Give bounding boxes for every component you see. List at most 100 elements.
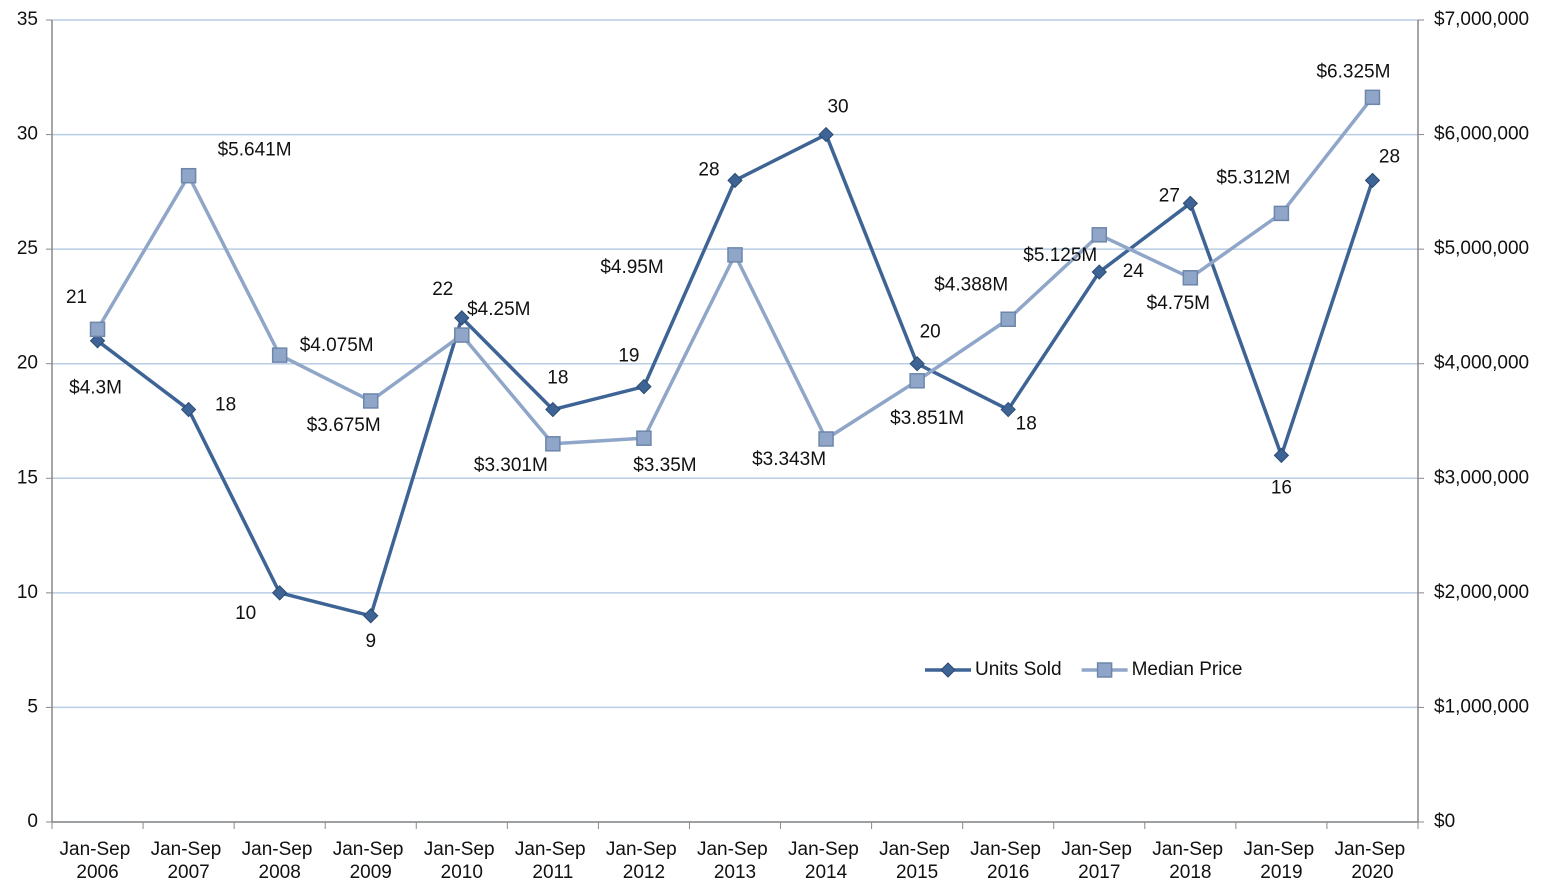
legend-label: Median Price [1132,659,1243,680]
marker [1182,195,1199,212]
y2-tick-label: $3,000,000 [1434,467,1529,488]
x-tick-label: Jan-Sep 2016 [970,839,1046,883]
data-label: $3.35M [633,455,696,476]
x-tick-label: Jan-Sep 2015 [879,839,955,883]
y2-tick-label: $0 [1434,811,1455,832]
marker [1273,205,1290,222]
x-tick-label: Jan-Sep 2007 [151,839,227,883]
data-label: $5.312M [1216,167,1290,188]
marker [180,167,197,184]
y-tick-label: 30 [17,124,38,145]
x-tick-line: Jan-Sep [60,839,136,860]
marker [89,321,106,338]
data-label: 18 [215,395,236,416]
marker [1091,227,1108,243]
x-tick-line: 2010 [441,862,483,883]
marker [636,430,652,446]
y2-tick-label: $2,000,000 [1434,582,1529,603]
data-label: 16 [1271,477,1292,498]
x-tick-line: Jan-Sep [333,839,409,860]
x-tick-line: 2014 [805,862,848,883]
marker [909,356,925,372]
x-tick-label: Jan-Sep 2006 [60,839,136,883]
marker [1364,89,1381,106]
x-tick-line: 2013 [714,862,756,883]
marker [545,401,561,418]
data-label: 24 [1123,261,1145,282]
x-tick-line: Jan-Sep [1243,839,1319,860]
marker [454,327,470,343]
x-tick-label: Jan-Sep 2008 [242,839,318,883]
marker [1182,270,1199,286]
x-tick-line: 2007 [167,862,209,883]
x-tick-line: Jan-Sep [1334,839,1410,860]
y-tick-label: 10 [17,582,38,603]
x-tick-line: 2019 [1260,862,1302,883]
marker [1000,311,1016,328]
data-label: $4.95M [600,257,663,278]
marker [1000,401,1016,418]
data-label: $6.325M [1316,61,1390,82]
x-tick-line: 2017 [1078,862,1120,883]
y-tick-label: 35 [17,9,38,30]
data-label: 19 [618,346,639,367]
x-tick-line: Jan-Sep [1152,839,1228,860]
x-tick-line: Jan-Sep [515,839,591,860]
data-label: 18 [1016,414,1037,435]
x-tick-line: 2016 [987,862,1029,883]
marker [727,247,743,263]
x-tick-line: Jan-Sep [788,839,864,860]
y-tick-label: 20 [17,353,38,374]
x-tick-label: Jan-Sep 2010 [424,839,500,883]
data-label: $4.25M [467,299,530,320]
line [96,132,1375,618]
y-tick-label: 5 [27,696,38,717]
y2-tick-label: $1,000,000 [1434,696,1529,717]
x-tick-label: Jan-Sep 2014 [788,839,864,883]
marker [180,401,197,418]
data-label: 21 [66,287,87,308]
x-tick-line: 2018 [1169,862,1211,883]
x-tick-line: Jan-Sep [424,839,500,860]
x-tick-line: Jan-Sep [1061,839,1137,860]
data-label: 28 [1379,146,1400,167]
x-tick-line: Jan-Sep [606,839,682,860]
y-tick-label: 15 [17,467,38,488]
x-tick-line: 2009 [350,862,392,883]
data-label: $3.675M [307,415,381,436]
marker [909,373,925,389]
y-tick-label: 0 [27,811,38,832]
x-tick-line: Jan-Sep [879,839,955,860]
x-tick-label: Jan-Sep 2018 [1152,839,1228,883]
marker [818,126,834,143]
x-tick-line: Jan-Sep [970,839,1046,860]
marker [89,333,106,349]
x-tick-label: Jan-Sep 2011 [515,839,591,883]
x-tick-line: 2020 [1351,862,1393,883]
x-tick-line: Jan-Sep [151,839,227,860]
data-label: $4.075M [300,335,374,356]
data-label: 28 [698,159,719,180]
data-label: $3.851M [890,408,964,429]
data-label: $4.3M [69,377,122,398]
data-label: 18 [547,368,568,389]
data-label: 30 [827,97,848,118]
y2-tick-label: $5,000,000 [1434,238,1529,259]
marker [636,378,652,395]
data-label: 27 [1159,185,1180,206]
x-tick-label: Jan-Sep 2017 [1061,839,1137,883]
data-label: $5.125M [1023,245,1097,266]
data-label: $4.388M [934,274,1008,295]
x-tick-label: Jan-Sep 2009 [333,839,409,883]
data-label: 10 [235,603,256,624]
legend-marker [940,662,956,678]
marker [271,347,288,363]
marker [818,431,834,447]
x-tick-line: 2008 [259,862,301,883]
x-tick-line: 2012 [623,862,665,883]
x-tick-line: Jan-Sep [242,839,318,860]
legend-marker [1096,662,1113,678]
marker [454,310,470,326]
x-tick-label: Jan-Sep 2013 [697,839,773,883]
